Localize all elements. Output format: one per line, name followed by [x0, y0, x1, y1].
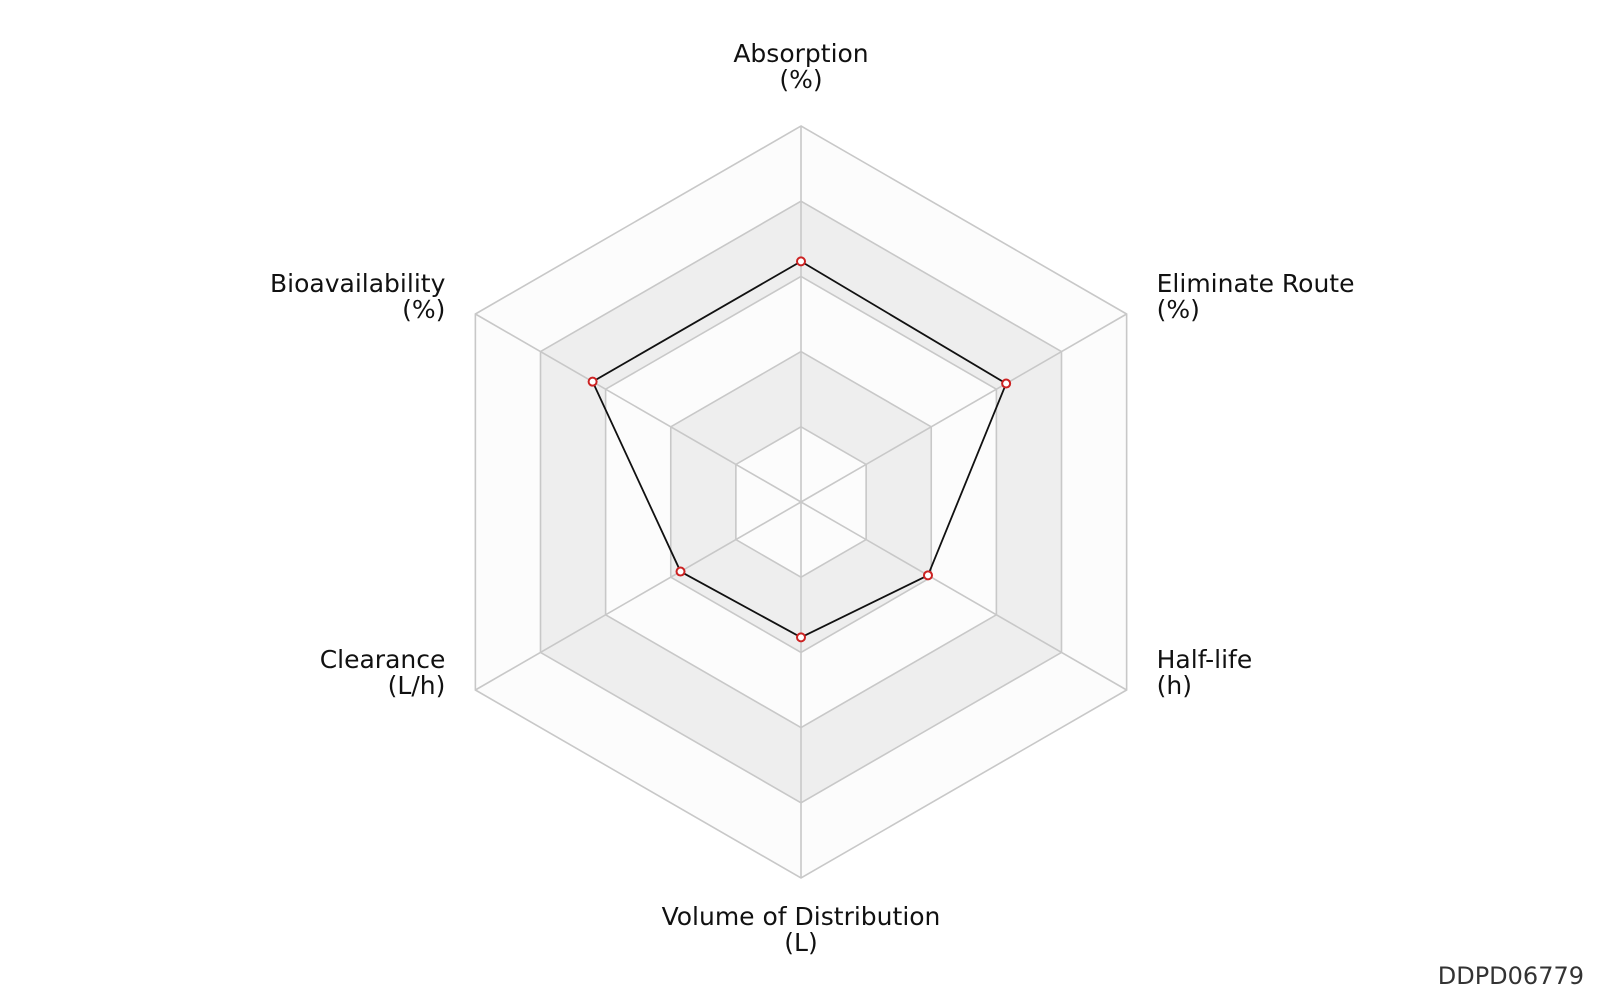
- data-point-6: [587, 376, 598, 387]
- axis-unit-eliminate-route: (%): [1157, 295, 1200, 324]
- spoke-6: [474, 313, 802, 503]
- axis-label-absorption: Absorption: [733, 39, 868, 68]
- data-point-3: [922, 570, 933, 581]
- data-point-1: [796, 256, 806, 267]
- spoke-2: [800, 313, 1128, 503]
- axis-spokes: [474, 126, 1128, 878]
- axis-label-half-life: Half-life: [1157, 645, 1253, 674]
- spoke-5: [474, 501, 802, 691]
- data-point-5: [675, 566, 686, 577]
- data-point-2: [1001, 378, 1012, 389]
- axis-unit-half-life: (h): [1157, 671, 1192, 700]
- axis-label-bioavailability: Bioavailability: [270, 269, 446, 298]
- axis-unit-absorption: (%): [779, 65, 822, 94]
- spoke-3: [800, 501, 1128, 691]
- data-point-4: [796, 632, 806, 643]
- axis-label-clearance: Clearance: [320, 645, 446, 674]
- axis-labels: Absorption(%)Eliminate Route(%)Half-life…: [270, 39, 1354, 957]
- axis-label-volume-of-distribution: Volume of Distribution: [662, 902, 941, 931]
- axis-label-eliminate-route: Eliminate Route: [1157, 269, 1355, 298]
- axis-unit-clearance: (L/h): [388, 671, 446, 700]
- data-series: [587, 256, 1012, 643]
- axis-unit-bioavailability: (%): [402, 295, 445, 324]
- axis-unit-volume-of-distribution: (L): [784, 928, 817, 957]
- chart-code-label: DDPD06779: [1437, 962, 1584, 990]
